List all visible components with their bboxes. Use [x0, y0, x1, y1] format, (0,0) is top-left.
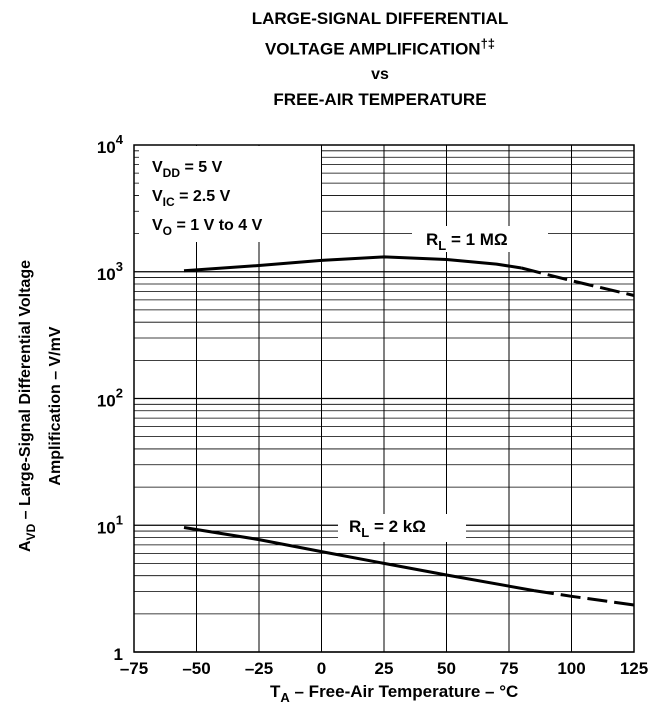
- cond-vo-main: V: [152, 217, 163, 234]
- cond-vic-rest: = 2.5 V: [175, 188, 231, 205]
- svg-text:VO = 1 V to 4 V: VO = 1 V to 4 V: [152, 217, 263, 238]
- title-footnote-marks: †‡: [480, 36, 496, 51]
- cond-vo-sub: O: [163, 224, 172, 238]
- x-tick-label: 50: [437, 659, 456, 678]
- tick-labels: –75 –50 –25 0 25 50 75 100 125 1 101 102 103 104: [97, 132, 648, 678]
- series-1-dashed-line: [533, 589, 635, 607]
- series-0-dashed-line: [521, 266, 635, 297]
- svg-text:RL = 2 kΩ: RL = 2 kΩ: [349, 517, 426, 540]
- series-1meg-rest: = 1 MΩ: [446, 230, 507, 249]
- x-tick-label: 25: [375, 659, 394, 678]
- chart-title-line-2-text: VOLTAGE AMPLIFICATION: [264, 39, 481, 59]
- x-axis-label: TA – Free-Air Temperature – °C: [270, 682, 518, 705]
- svg-text:AVD – Large-Signal Differentia: AVD – Large-Signal Differential Voltage: [17, 260, 38, 552]
- y-tick-label: 104: [97, 132, 124, 157]
- cond-vic-sub: IC: [163, 195, 175, 209]
- y-axis-label: AVD – Large-Signal Differential Voltage: [17, 260, 38, 552]
- series-label-bg-2k: [338, 514, 466, 542]
- x-label-sub: A: [280, 690, 290, 705]
- x-tick-label: 100: [557, 659, 585, 678]
- cond-vdd-main: V: [152, 159, 163, 176]
- y-label-main: A: [17, 540, 34, 552]
- y-tick-label: 101: [97, 512, 123, 537]
- chart-title-line-2: VOLTAGE AMPLIFICATION†‡: [0, 33, 670, 61]
- svg-text:RL = 1 MΩ: RL = 1 MΩ: [426, 230, 508, 253]
- y-tick-label: 103: [97, 259, 123, 284]
- svg-text:VDD = 5 V: VDD = 5 V: [152, 159, 223, 180]
- cond-vdd-rest: = 5 V: [180, 159, 223, 176]
- x-label-main: T: [270, 682, 281, 701]
- cond-vo-rest: = 1 V to 4 V: [172, 217, 263, 234]
- x-tick-label: –75: [120, 659, 148, 678]
- series-1meg-sub: L: [438, 238, 446, 253]
- series-2k-rest: = 2 kΩ: [369, 517, 426, 536]
- conditions-box: [139, 146, 321, 242]
- chart-title-vs: vs: [371, 66, 389, 83]
- y-label-line-2: Amplification – V/mV: [47, 326, 64, 485]
- x-tick-label: 75: [500, 659, 519, 678]
- y-label-sub: VD: [24, 523, 38, 540]
- x-tick-label: 0: [317, 659, 326, 678]
- chart-title-line-1: LARGE-SIGNAL DIFFERENTIAL: [251, 9, 509, 28]
- series-1meg-main: R: [426, 230, 438, 249]
- series-0-solid-line: [183, 255, 522, 273]
- series-2k-main: R: [349, 517, 361, 536]
- plot-frame: [133, 144, 635, 653]
- x-tick-label: 125: [620, 659, 648, 678]
- x-tick-label: –25: [245, 659, 273, 678]
- cond-vdd-sub: DD: [163, 166, 181, 180]
- y-tick-label: 102: [97, 386, 123, 411]
- series-label-bg-1meg: [412, 226, 548, 252]
- chart-title-line-4: FREE-AIR TEMPERATURE: [273, 90, 487, 109]
- x-label-rest: – Free-Air Temperature – °C: [290, 682, 519, 701]
- y-label-rest: – Large-Signal Differential Voltage: [17, 260, 34, 524]
- svg-text:TA – Free-Air Temperature – °C: TA – Free-Air Temperature – °C: [270, 682, 518, 705]
- data-curves: [183, 255, 635, 607]
- y-tick-label: 1: [114, 645, 123, 664]
- series-2k-sub: L: [361, 525, 369, 540]
- svg-text:VIC = 2.5 V: VIC = 2.5 V: [152, 188, 231, 209]
- x-tick-label: –50: [182, 659, 210, 678]
- cond-vic-main: V: [152, 188, 163, 205]
- series-1-solid-line: [183, 526, 535, 593]
